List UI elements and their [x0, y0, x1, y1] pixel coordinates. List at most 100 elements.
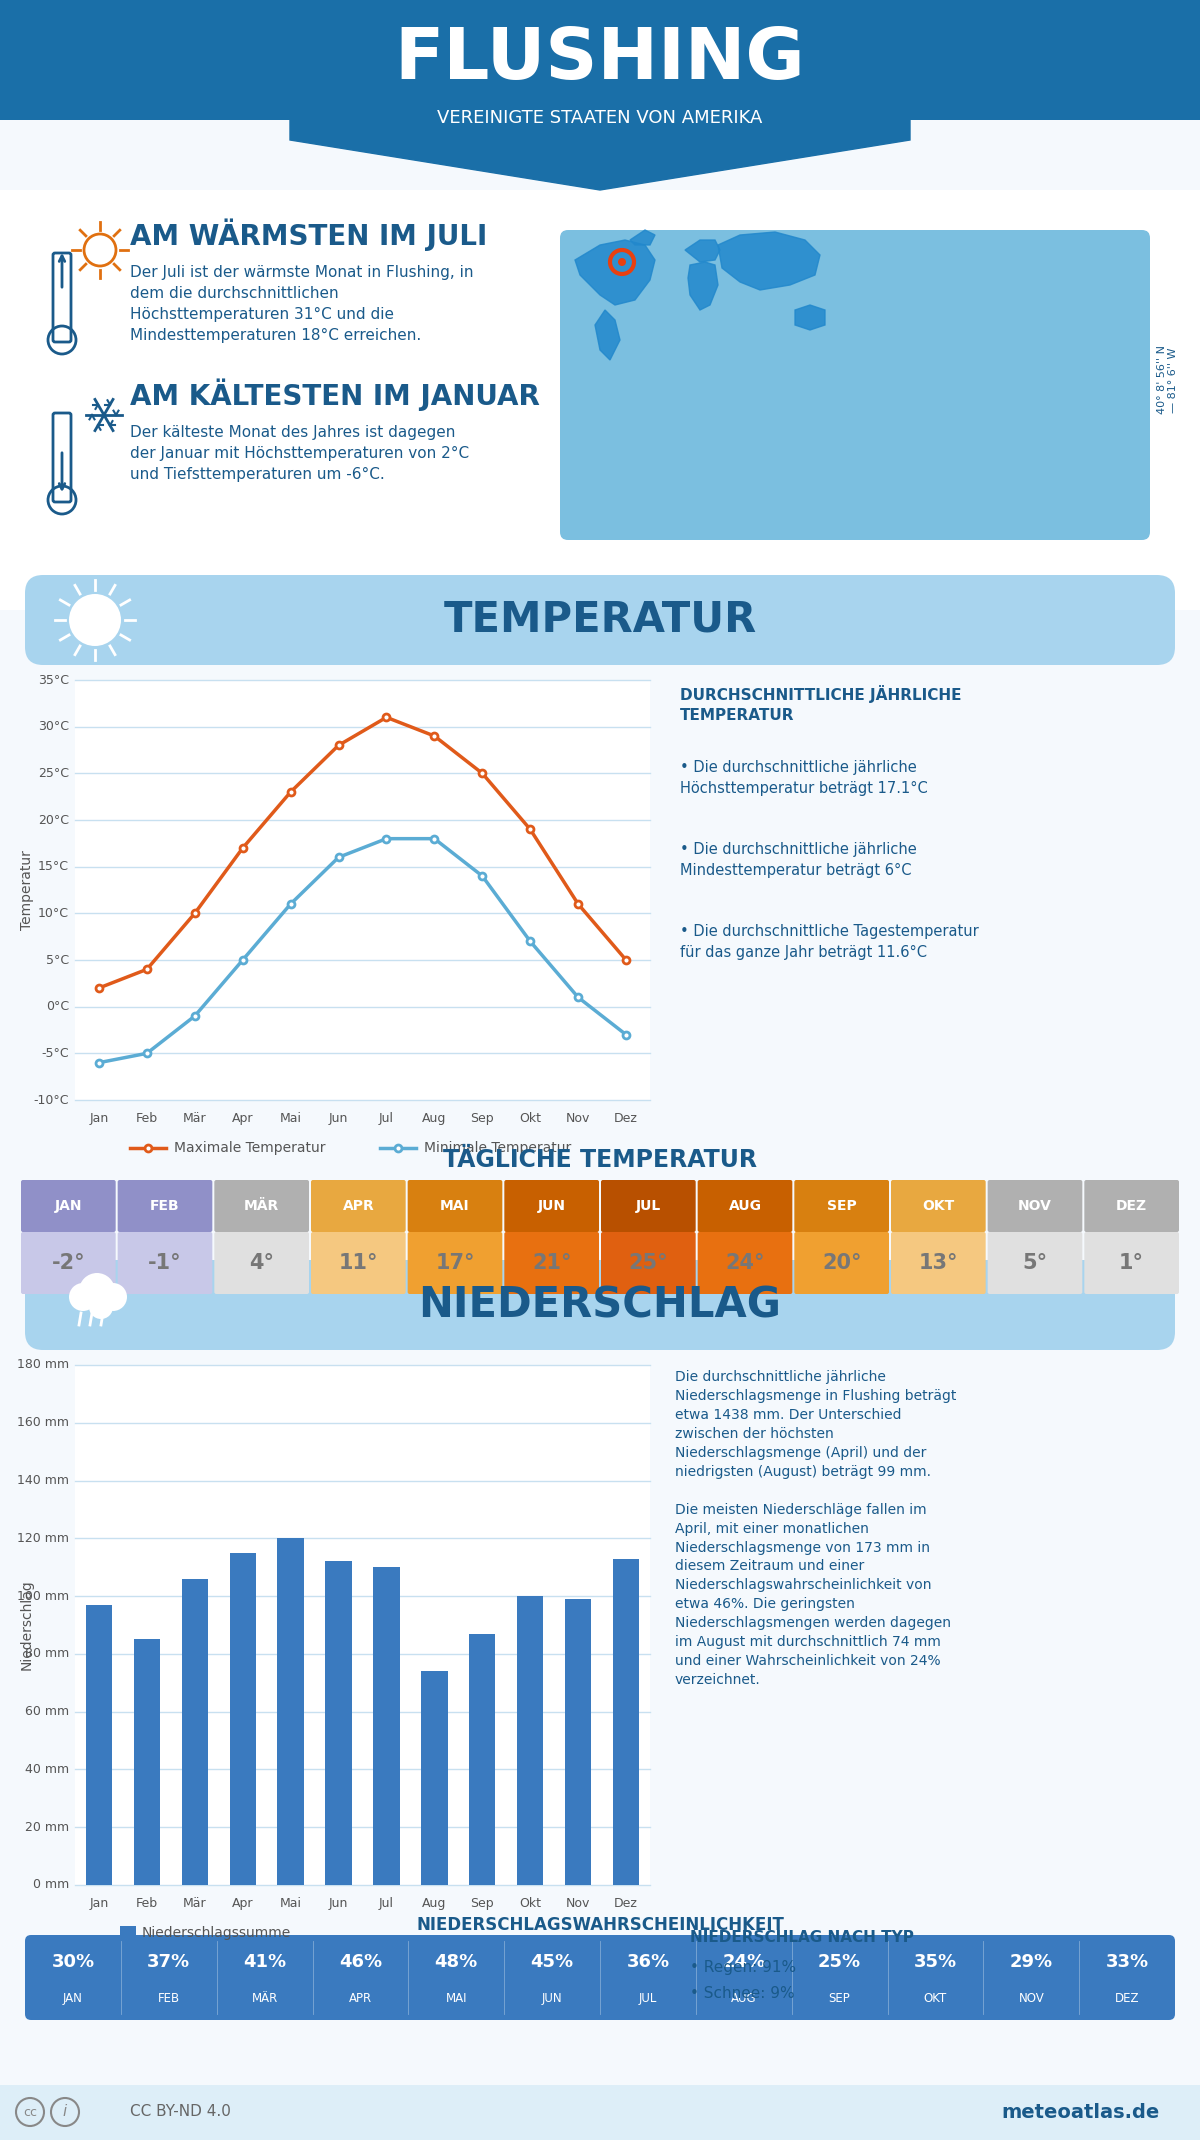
Text: DURCHSCHNITTLICHE JÄHRLICHE
TEMPERATUR: DURCHSCHNITTLICHE JÄHRLICHE TEMPERATUR — [680, 685, 961, 723]
Text: MAI: MAI — [445, 1992, 467, 2005]
Text: 33%: 33% — [1105, 1954, 1148, 1971]
Text: -2°: -2° — [52, 1254, 85, 1273]
Text: meteoatlas.de: meteoatlas.de — [1002, 2101, 1160, 2121]
Text: NOV: NOV — [1018, 1198, 1052, 1213]
Text: AM WÄRMSTEN IM JULI: AM WÄRMSTEN IM JULI — [130, 218, 487, 250]
Text: • Die durchschnittliche jährliche
Mindesttemperatur beträgt 6°C: • Die durchschnittliche jährliche Mindes… — [680, 841, 917, 877]
FancyBboxPatch shape — [1085, 1233, 1180, 1295]
Text: i: i — [62, 2104, 67, 2119]
Text: 80 mm: 80 mm — [25, 1648, 70, 1661]
Text: Feb: Feb — [136, 1896, 158, 1911]
FancyBboxPatch shape — [118, 1179, 212, 1233]
Text: 15°C: 15°C — [38, 860, 70, 873]
Text: 5°: 5° — [1022, 1254, 1048, 1273]
Text: 29%: 29% — [1009, 1954, 1052, 1971]
Circle shape — [70, 595, 121, 646]
Text: Minimale Temperatur: Minimale Temperatur — [424, 1141, 571, 1156]
Polygon shape — [688, 261, 718, 310]
Polygon shape — [630, 229, 655, 244]
FancyBboxPatch shape — [794, 1179, 889, 1233]
Text: 1°: 1° — [1120, 1254, 1144, 1273]
Text: 0 mm: 0 mm — [32, 1879, 70, 1892]
Text: 17°: 17° — [436, 1254, 475, 1273]
Text: 35°C: 35°C — [38, 674, 70, 687]
Text: 10°C: 10°C — [38, 907, 70, 920]
FancyBboxPatch shape — [22, 1179, 115, 1233]
FancyBboxPatch shape — [794, 1233, 889, 1295]
Text: SEP: SEP — [827, 1198, 857, 1213]
Text: 20°: 20° — [822, 1254, 862, 1273]
Polygon shape — [290, 0, 910, 190]
Bar — [0, 190, 1200, 610]
Text: NIEDERSCHLAG: NIEDERSCHLAG — [419, 1284, 781, 1327]
FancyBboxPatch shape — [25, 1935, 1175, 2020]
Text: MÄR: MÄR — [244, 1198, 280, 1213]
Text: 30°C: 30°C — [38, 721, 70, 734]
FancyBboxPatch shape — [311, 1233, 406, 1295]
Text: Jun: Jun — [329, 1113, 348, 1126]
Text: Nov: Nov — [566, 1896, 590, 1911]
FancyBboxPatch shape — [601, 1233, 696, 1295]
Text: 40° 8' 56'' N: 40° 8' 56'' N — [1157, 345, 1166, 415]
Text: 36%: 36% — [626, 1954, 670, 1971]
Text: MÄR: MÄR — [252, 1992, 277, 2005]
Text: Mär: Mär — [182, 1896, 206, 1911]
Text: 46%: 46% — [338, 1954, 382, 1971]
Text: 180 mm: 180 mm — [17, 1359, 70, 1372]
Text: 160 mm: 160 mm — [17, 1417, 70, 1430]
FancyBboxPatch shape — [890, 1233, 985, 1295]
Bar — [0, 2084, 1200, 2140]
FancyBboxPatch shape — [408, 1233, 503, 1295]
FancyBboxPatch shape — [25, 1260, 1175, 1350]
FancyBboxPatch shape — [118, 1233, 212, 1295]
Text: Apr: Apr — [232, 1896, 253, 1911]
Text: • Die durchschnittliche jährliche
Höchsttemperatur beträgt 17.1°C: • Die durchschnittliche jährliche Höchst… — [680, 760, 928, 796]
Circle shape — [89, 1295, 113, 1318]
Text: APR: APR — [342, 1198, 374, 1213]
Text: AM KÄLTESTEN IM JANUAR: AM KÄLTESTEN IM JANUAR — [130, 379, 540, 411]
Bar — [85, 1605, 112, 1885]
Text: 13°: 13° — [918, 1254, 958, 1273]
Text: NIEDERSCHLAGSWAHRSCHEINLICHKEIT: NIEDERSCHLAGSWAHRSCHEINLICHKEIT — [416, 1915, 784, 1935]
Text: 11°: 11° — [338, 1254, 378, 1273]
FancyBboxPatch shape — [890, 1179, 985, 1233]
Bar — [54, 250, 70, 340]
Bar — [469, 1633, 496, 1885]
Text: 25°C: 25°C — [38, 766, 70, 779]
Text: CC BY-ND 4.0: CC BY-ND 4.0 — [130, 2104, 230, 2119]
Text: Sep: Sep — [470, 1896, 494, 1911]
Polygon shape — [796, 306, 826, 330]
Text: Der kälteste Monat des Jahres ist dagegen
der Januar mit Höchsttemperaturen von : Der kälteste Monat des Jahres ist dagege… — [130, 426, 469, 482]
Bar — [517, 1596, 544, 1885]
Circle shape — [70, 1284, 97, 1312]
Text: Jul: Jul — [379, 1113, 394, 1126]
Text: Apr: Apr — [232, 1113, 253, 1126]
Bar — [133, 1639, 160, 1885]
Text: JAN: JAN — [62, 1992, 83, 2005]
Text: — 81° 6'' W: — 81° 6'' W — [1168, 347, 1178, 413]
Text: NIEDERSCHLAG NACH TYP: NIEDERSCHLAG NACH TYP — [690, 1930, 914, 1945]
Text: DEZ: DEZ — [1116, 1198, 1147, 1213]
Text: • Schnee: 9%: • Schnee: 9% — [690, 1986, 794, 2001]
Text: 40 mm: 40 mm — [25, 1763, 70, 1776]
Text: Niederschlag: Niederschlag — [20, 1579, 34, 1671]
Text: JUN: JUN — [538, 1198, 565, 1213]
FancyBboxPatch shape — [1085, 1179, 1180, 1233]
Text: FEB: FEB — [157, 1992, 180, 2005]
Text: NOV: NOV — [1019, 1992, 1044, 2005]
Text: FLUSHING: FLUSHING — [395, 26, 805, 94]
Text: OKT: OKT — [924, 1992, 947, 2005]
Text: 24%: 24% — [722, 1954, 766, 1971]
Text: TÄGLICHE TEMPERATUR: TÄGLICHE TEMPERATUR — [443, 1147, 757, 1173]
FancyBboxPatch shape — [408, 1179, 503, 1233]
Text: 35%: 35% — [914, 1954, 956, 1971]
Text: 4°: 4° — [250, 1254, 274, 1273]
Text: AUG: AUG — [728, 1198, 762, 1213]
Bar — [613, 1558, 640, 1885]
Text: OKT: OKT — [923, 1198, 954, 1213]
Text: Die durchschnittliche jährliche
Niederschlagsmenge in Flushing beträgt
etwa 1438: Die durchschnittliche jährliche Niedersc… — [674, 1370, 956, 1686]
Text: 140 mm: 140 mm — [17, 1474, 70, 1487]
Polygon shape — [718, 231, 820, 291]
FancyBboxPatch shape — [215, 1179, 310, 1233]
Text: Aug: Aug — [422, 1113, 446, 1126]
